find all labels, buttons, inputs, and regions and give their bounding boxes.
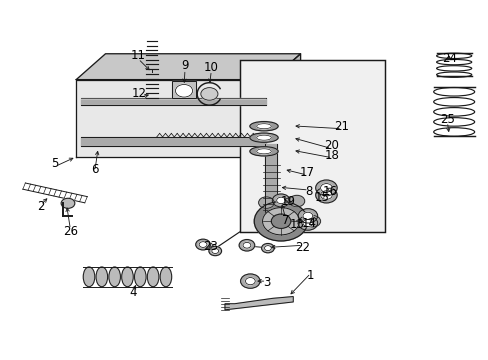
Text: 22: 22	[295, 241, 310, 254]
Polygon shape	[224, 297, 293, 310]
Ellipse shape	[249, 147, 278, 156]
Polygon shape	[76, 80, 271, 157]
Bar	[172, 81, 195, 98]
Text: 20: 20	[323, 139, 338, 152]
Text: 25: 25	[439, 113, 454, 126]
Ellipse shape	[109, 267, 120, 287]
Text: 4: 4	[129, 287, 137, 300]
Circle shape	[271, 214, 290, 228]
Circle shape	[175, 85, 192, 97]
Circle shape	[195, 239, 210, 250]
Circle shape	[320, 191, 331, 199]
Circle shape	[199, 242, 206, 247]
Text: 12: 12	[132, 87, 147, 100]
Text: 11: 11	[130, 49, 145, 62]
Bar	[239, 60, 384, 232]
Text: 5: 5	[52, 157, 59, 170]
Text: 1: 1	[306, 269, 314, 282]
Text: 10: 10	[203, 60, 218, 73]
Circle shape	[272, 194, 289, 207]
Circle shape	[298, 209, 317, 223]
Circle shape	[240, 274, 260, 288]
Polygon shape	[76, 54, 300, 80]
Text: 18: 18	[324, 149, 339, 162]
Circle shape	[211, 248, 218, 253]
Text: 16: 16	[322, 185, 337, 198]
Text: 9: 9	[181, 59, 188, 72]
Text: 14: 14	[301, 216, 316, 230]
Circle shape	[239, 239, 254, 251]
Circle shape	[303, 212, 312, 220]
Ellipse shape	[147, 267, 159, 287]
Circle shape	[261, 243, 274, 253]
Text: 3: 3	[262, 276, 269, 289]
Ellipse shape	[122, 267, 133, 287]
Text: 23: 23	[203, 240, 217, 253]
Ellipse shape	[256, 149, 271, 154]
Text: 17: 17	[299, 166, 314, 179]
Circle shape	[245, 278, 255, 285]
Circle shape	[305, 216, 320, 227]
Circle shape	[61, 198, 75, 208]
Circle shape	[243, 242, 250, 248]
Ellipse shape	[256, 135, 271, 140]
Ellipse shape	[134, 267, 146, 287]
Circle shape	[201, 87, 218, 100]
Text: 21: 21	[334, 120, 349, 133]
Text: 24: 24	[441, 52, 456, 65]
Circle shape	[208, 246, 221, 256]
Text: 19: 19	[280, 195, 295, 208]
Bar	[265, 144, 277, 220]
Text: 26: 26	[63, 225, 78, 238]
Circle shape	[288, 195, 304, 207]
Circle shape	[315, 180, 336, 196]
Text: 15: 15	[314, 191, 329, 204]
Circle shape	[320, 184, 331, 192]
Circle shape	[264, 246, 271, 251]
Polygon shape	[271, 54, 300, 157]
Circle shape	[298, 216, 317, 230]
Ellipse shape	[256, 124, 271, 129]
Text: 8: 8	[305, 185, 312, 198]
Ellipse shape	[160, 267, 171, 287]
Ellipse shape	[249, 122, 278, 131]
Circle shape	[303, 220, 312, 226]
Text: 2: 2	[37, 201, 44, 213]
Ellipse shape	[249, 133, 278, 142]
Circle shape	[276, 197, 285, 204]
Ellipse shape	[83, 267, 95, 287]
Text: 13: 13	[289, 218, 304, 231]
Text: 6: 6	[91, 163, 99, 176]
Circle shape	[258, 197, 274, 208]
Circle shape	[315, 187, 336, 203]
Ellipse shape	[96, 267, 107, 287]
Circle shape	[254, 202, 307, 241]
Text: 7: 7	[281, 214, 288, 227]
Bar	[172, 81, 195, 98]
Circle shape	[262, 208, 299, 235]
